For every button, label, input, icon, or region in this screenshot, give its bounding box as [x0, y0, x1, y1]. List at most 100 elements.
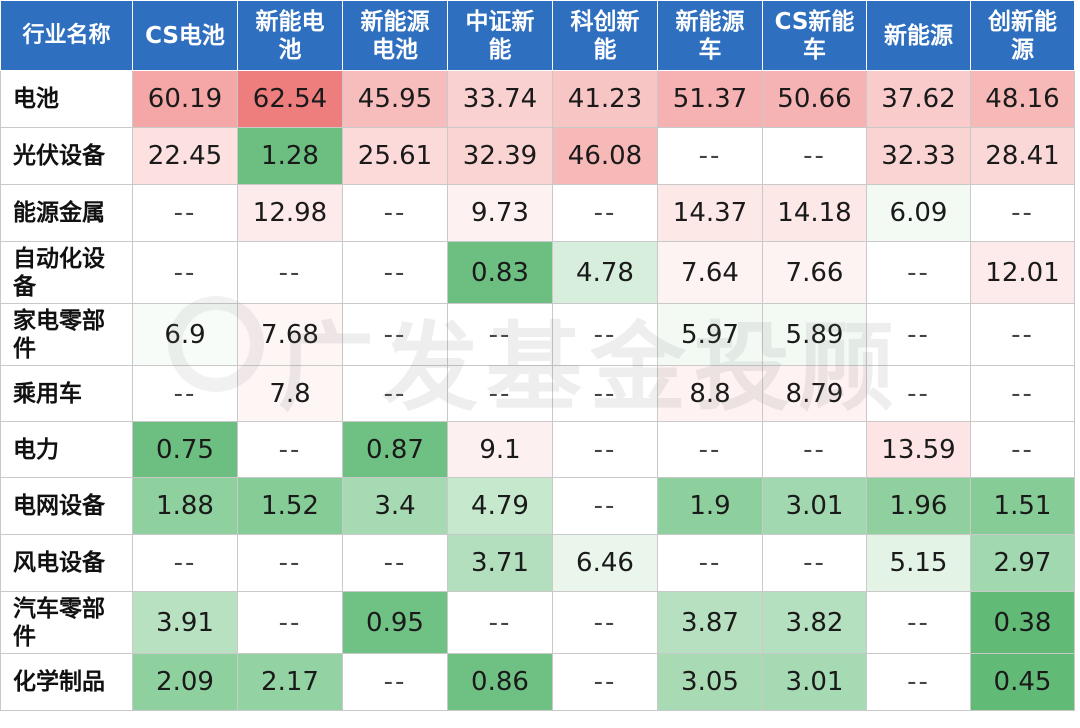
table-row: 汽车零部 件 3.91 -- 0.95 -- -- 3.87 3.82 -- 0.38 [0, 591, 1075, 654]
industry-weight-table: 行业名称 CS电池 新能电 池新能源 电池 中证新 能科创新 能新能源 车 CS新能 … [0, 0, 1075, 711]
table-cell: 0.95 [342, 591, 448, 654]
table-cell: 25.61 [342, 127, 448, 185]
row-industry-name: 家电零部 件 [0, 303, 133, 366]
table-cell: 3.01 [762, 653, 867, 711]
table-cell: 6.9 [132, 303, 238, 366]
row-industry-name: 电网设备 [0, 477, 133, 535]
table-cell: 14.37 [657, 184, 763, 242]
table-cell: -- [970, 184, 1075, 242]
table-cell: 2.09 [132, 653, 238, 711]
table-cell: -- [866, 591, 971, 654]
table-cell: -- [552, 303, 658, 366]
table-cell: 7.8 [237, 365, 343, 422]
row-industry-name: 化学制品 [0, 653, 133, 711]
table-cell: 46.08 [552, 127, 658, 185]
table-row: 电力 0.75 -- 0.87 9.1 -- -- -- 13.59 -- [0, 421, 1075, 478]
column-header: 创新能 源 [970, 0, 1075, 71]
table-cell: 5.89 [762, 303, 867, 366]
table-cell: -- [866, 365, 971, 422]
table-cell: 0.45 [970, 653, 1075, 711]
column-header: CS电池 [132, 0, 238, 71]
table-cell: 9.1 [447, 421, 553, 478]
table-cell: 8.8 [657, 365, 763, 422]
row-industry-name: 乘用车 [0, 365, 133, 422]
table-cell: 7.68 [237, 303, 343, 366]
table-cell: -- [657, 534, 763, 592]
table-cell: 48.16 [970, 70, 1075, 128]
table-cell: 41.23 [552, 70, 658, 128]
table-row: 家电零部 件 6.9 7.68 -- -- -- 5.97 5.89 -- -- [0, 303, 1075, 366]
table-row: 乘用车 -- 7.8 -- -- -- 8.8 8.79 -- -- [0, 365, 1075, 422]
column-header: 新能电 池 [237, 0, 343, 71]
table-cell: 62.54 [237, 70, 343, 128]
table-cell: -- [342, 653, 448, 711]
table-cell: -- [552, 477, 658, 535]
column-header: 新能源 [866, 0, 971, 71]
table-cell: -- [237, 534, 343, 592]
table-cell: 51.37 [657, 70, 763, 128]
column-header: 科创新 能 [552, 0, 658, 71]
row-industry-name: 自动化设 备 [0, 241, 133, 304]
table-cell: -- [132, 365, 238, 422]
table-cell: 4.79 [447, 477, 553, 535]
row-industry-name: 风电设备 [0, 534, 133, 592]
table-row: 化学制品 2.09 2.17 -- 0.86 -- 3.05 3.01 -- 0.45 [0, 653, 1075, 711]
table-cell: 0.87 [342, 421, 448, 478]
table-cell: -- [552, 184, 658, 242]
table-cell: -- [132, 241, 238, 304]
table-cell: 0.38 [970, 591, 1075, 654]
table-cell: -- [762, 534, 867, 592]
table-cell: 4.78 [552, 241, 658, 304]
table-cell: -- [762, 127, 867, 185]
table-cell: -- [866, 241, 971, 304]
table-cell: 1.96 [866, 477, 971, 535]
table-cell: -- [132, 534, 238, 592]
table-cell: 0.75 [132, 421, 238, 478]
table-cell: 12.98 [237, 184, 343, 242]
table-cell: 0.83 [447, 241, 553, 304]
table-row: 自动化设 备 -- -- -- 0.83 4.78 7.64 7.66 -- 12.01 [0, 241, 1075, 304]
table-cell: 8.79 [762, 365, 867, 422]
table-cell: 14.18 [762, 184, 867, 242]
table-cell: -- [237, 241, 343, 304]
table-cell: -- [552, 591, 658, 654]
row-industry-name: 能源金属 [0, 184, 133, 242]
table-cell: -- [342, 184, 448, 242]
table-cell: 7.64 [657, 241, 763, 304]
table-cell: 1.52 [237, 477, 343, 535]
table-cell: 22.45 [132, 127, 238, 185]
table-cell: -- [970, 421, 1075, 478]
table-cell: -- [342, 303, 448, 366]
table-cell: 1.28 [237, 127, 343, 185]
table-row: 风电设备 -- -- -- 3.71 6.46 -- -- 5.15 2.97 [0, 534, 1075, 592]
table-cell: 3.82 [762, 591, 867, 654]
row-industry-name: 电力 [0, 421, 133, 478]
table-cell: 3.91 [132, 591, 238, 654]
table-cell: -- [342, 241, 448, 304]
table-cell: 3.05 [657, 653, 763, 711]
column-header: CS新能 车 [762, 0, 867, 71]
table-cell: -- [447, 303, 553, 366]
table-cell: -- [970, 365, 1075, 422]
table-cell: 60.19 [132, 70, 238, 128]
table-cell: -- [552, 653, 658, 711]
table-cell: 1.51 [970, 477, 1075, 535]
table-cell: -- [342, 534, 448, 592]
table-cell: 32.33 [866, 127, 971, 185]
header-row: 行业名称 CS电池 新能电 池新能源 电池 中证新 能科创新 能新能源 车 CS新能 … [0, 0, 1075, 71]
table-cell: -- [970, 303, 1075, 366]
table-cell: -- [552, 365, 658, 422]
header-industry-name: 行业名称 [0, 0, 133, 71]
table-cell: 3.87 [657, 591, 763, 654]
table-row: 电网设备 1.88 1.52 3.4 4.79 -- 1.9 3.01 1.96 1.51 [0, 477, 1075, 535]
table-cell: 32.39 [447, 127, 553, 185]
table-cell: 5.15 [866, 534, 971, 592]
table-row: 电池 60.19 62.54 45.95 33.74 41.23 51.37 50.66 37.… [0, 70, 1075, 128]
table-cell: 50.66 [762, 70, 867, 128]
table-cell: 1.88 [132, 477, 238, 535]
table-cell: -- [866, 653, 971, 711]
table-cell: 37.62 [866, 70, 971, 128]
table-cell: 2.97 [970, 534, 1075, 592]
table-cell: -- [552, 421, 658, 478]
table-cell: 6.09 [866, 184, 971, 242]
